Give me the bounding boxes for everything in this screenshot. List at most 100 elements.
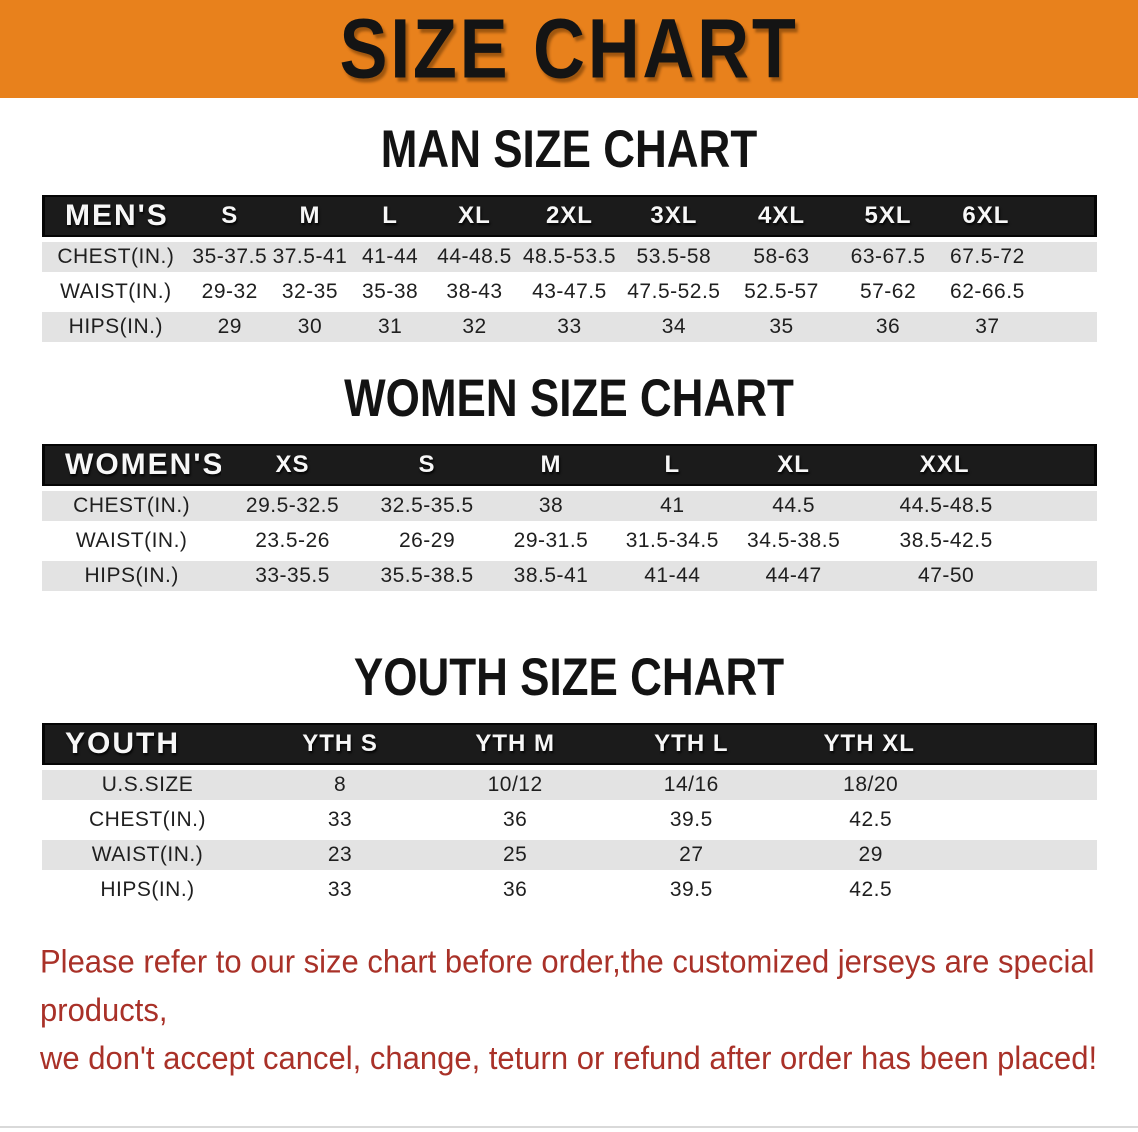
size-column-header: S xyxy=(363,444,491,486)
women-size-table: WOMEN'S XS S M L XL XXL CHEST(IN.) 29.5-32.5 32.5… xyxy=(42,439,1097,596)
size-column-header: XS xyxy=(221,444,364,486)
size-value-cell: 29 xyxy=(779,840,1097,870)
size-value-cell: 43-47.5 xyxy=(518,277,621,307)
size-value-cell: 34 xyxy=(620,312,728,342)
size-column-header: M xyxy=(269,195,351,237)
size-value-cell: 42.5 xyxy=(779,875,1097,905)
measurement-label: CHEST(IN.) xyxy=(42,242,190,272)
table-category-header: WOMEN'S xyxy=(42,444,222,486)
size-column-header: M xyxy=(490,444,612,486)
size-value-cell: 33-35.5 xyxy=(221,561,364,591)
size-value-cell: 52.5-57 xyxy=(727,277,836,307)
size-value-cell: 32-35 xyxy=(269,277,351,307)
size-value-cell: 39.5 xyxy=(603,875,780,905)
size-value-cell: 47-50 xyxy=(854,561,1097,591)
size-value-cell: 36 xyxy=(427,875,604,905)
size-value-cell: 25 xyxy=(427,840,604,870)
size-value-cell: 26-29 xyxy=(363,526,491,556)
size-value-cell: 30 xyxy=(269,312,351,342)
size-value-cell: 44.5 xyxy=(732,491,855,521)
size-column-header: XL xyxy=(732,444,855,486)
measurement-label: HIPS(IN.) xyxy=(42,312,190,342)
size-value-cell: 63-67.5 xyxy=(835,242,941,272)
size-value-cell: 33 xyxy=(253,805,428,835)
size-value-cell: 47.5-52.5 xyxy=(620,277,728,307)
size-value-cell: 35-38 xyxy=(350,277,431,307)
size-column-header: L xyxy=(611,444,733,486)
size-value-cell: 48.5-53.5 xyxy=(518,242,621,272)
women-section-heading: WOMEN SIZE CHART xyxy=(344,368,794,428)
size-table-header-row: MEN'S S M L XL 2XL 3XL 4XL 5XL 6XL xyxy=(42,195,1097,237)
table-category-header: MEN'S xyxy=(42,195,190,237)
size-value-cell: 36 xyxy=(835,312,941,342)
measurement-label: WAIST(IN.) xyxy=(42,526,222,556)
size-value-cell: 33 xyxy=(253,875,428,905)
size-column-header: S xyxy=(189,195,270,237)
table-category-header: YOUTH xyxy=(42,723,253,765)
size-value-cell: 29-32 xyxy=(189,277,270,307)
size-value-cell: 35 xyxy=(727,312,836,342)
men-size-table: MEN'S S M L XL 2XL 3XL 4XL 5XL 6XL CHEST(IN.) 35-37… xyxy=(42,190,1097,347)
size-value-cell: 67.5-72 xyxy=(940,242,1097,272)
size-value-cell: 42.5 xyxy=(779,805,1097,835)
size-table-header-row: YOUTH YTH S YTH M YTH L YTH XL xyxy=(42,723,1097,765)
size-value-cell: 29.5-32.5 xyxy=(221,491,364,521)
size-value-cell: 10/12 xyxy=(427,770,604,800)
size-value-cell: 41 xyxy=(611,491,733,521)
measurement-label: WAIST(IN.) xyxy=(42,840,253,870)
size-value-cell: 37.5-41 xyxy=(269,242,351,272)
size-column-header: XXL xyxy=(854,444,1097,486)
size-column-header: 5XL xyxy=(835,195,941,237)
size-column-header: 3XL xyxy=(620,195,728,237)
size-column-header: L xyxy=(350,195,431,237)
size-value-cell: 38-43 xyxy=(430,277,519,307)
measurement-label: CHEST(IN.) xyxy=(42,805,253,835)
size-value-cell: 35-37.5 xyxy=(189,242,270,272)
size-value-cell: 29-31.5 xyxy=(490,526,612,556)
size-value-cell: 53.5-58 xyxy=(620,242,728,272)
size-value-cell: 35.5-38.5 xyxy=(363,561,491,591)
size-column-header: XL xyxy=(430,195,519,237)
measurement-label: HIPS(IN.) xyxy=(42,561,222,591)
size-value-cell: 38.5-42.5 xyxy=(854,526,1097,556)
bottom-divider xyxy=(0,1126,1138,1128)
size-value-cell: 39.5 xyxy=(603,805,780,835)
size-table-row: CHEST(IN.) 35-37.5 37.5-41 41-44 44-48.5 48.5… xyxy=(42,242,1097,272)
size-value-cell: 29 xyxy=(189,312,270,342)
size-value-cell: 37 xyxy=(940,312,1097,342)
size-value-cell: 41-44 xyxy=(611,561,733,591)
banner: SIZE CHART xyxy=(0,0,1138,98)
section-women: WOMEN SIZE CHART WOMEN'S XS S M L XL XXL CHEST(… xyxy=(0,368,1138,596)
size-value-cell: 23.5-26 xyxy=(221,526,364,556)
disclaimer-line-2: we don't accept cancel, change, teturn o… xyxy=(40,1039,1098,1077)
size-value-cell: 58-63 xyxy=(727,242,836,272)
size-table-row: CHEST(IN.) 33 36 39.5 42.5 xyxy=(42,805,1097,835)
disclaimer-line-1: Please refer to our size chart before or… xyxy=(40,943,1095,1028)
size-table-row: U.S.SIZE 8 10/12 14/16 18/20 xyxy=(42,770,1097,800)
size-table-row: HIPS(IN.) 33 36 39.5 42.5 xyxy=(42,875,1097,905)
size-table-row: WAIST(IN.) 23 25 27 29 xyxy=(42,840,1097,870)
size-value-cell: 44-47 xyxy=(732,561,855,591)
footer: Please refer to our size chart before or… xyxy=(0,938,1138,1078)
size-value-cell: 38 xyxy=(490,491,612,521)
size-value-cell: 27 xyxy=(603,840,780,870)
size-value-cell: 32 xyxy=(430,312,519,342)
section-men: MAN SIZE CHART MEN'S S M L XL 2XL 3XL 4XL 5XL 6XL… xyxy=(0,122,1138,347)
measurement-label: WAIST(IN.) xyxy=(42,277,190,307)
size-value-cell: 8 xyxy=(253,770,428,800)
size-value-cell: 41-44 xyxy=(350,242,431,272)
size-value-cell: 44-48.5 xyxy=(430,242,519,272)
size-value-cell: 36 xyxy=(427,805,604,835)
size-value-cell: 23 xyxy=(253,840,428,870)
size-table-header-row: WOMEN'S XS S M L XL XXL xyxy=(42,444,1097,486)
size-column-header: 6XL xyxy=(940,195,1097,237)
size-value-cell: 38.5-41 xyxy=(490,561,612,591)
size-value-cell: 14/16 xyxy=(603,770,780,800)
size-table-row: CHEST(IN.) 29.5-32.5 32.5-35.5 38 41 44.5 44.5… xyxy=(42,491,1097,521)
size-column-header: 4XL xyxy=(727,195,836,237)
size-column-header: 2XL xyxy=(518,195,621,237)
youth-size-table: YOUTH YTH S YTH M YTH L YTH XL U.S.SIZE 8 10/12… xyxy=(42,718,1097,910)
measurement-label: HIPS(IN.) xyxy=(42,875,253,905)
disclaimer-text: Please refer to our size chart before or… xyxy=(40,938,1098,1083)
